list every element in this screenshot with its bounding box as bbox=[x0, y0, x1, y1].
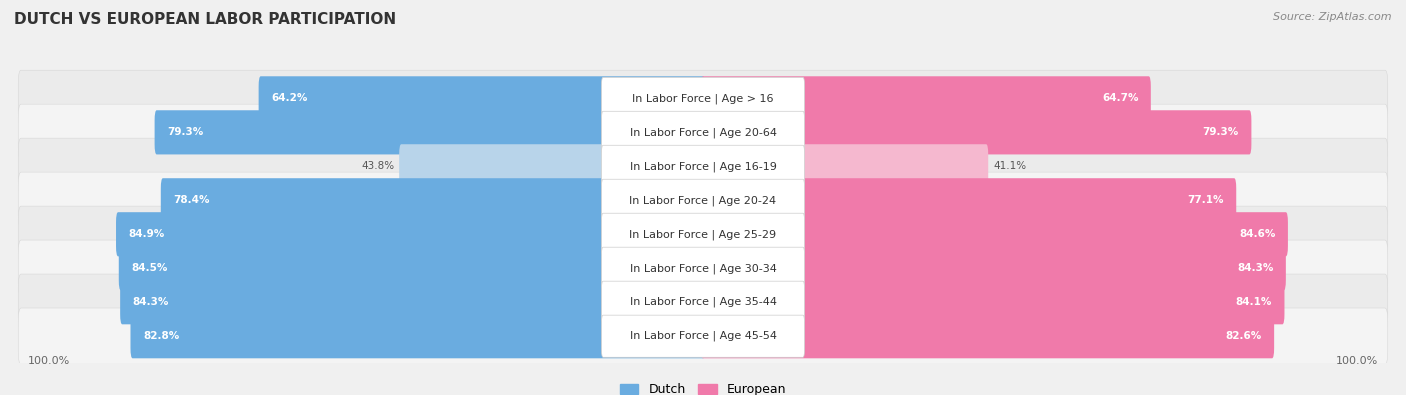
Text: 84.3%: 84.3% bbox=[1237, 263, 1274, 273]
Text: 84.1%: 84.1% bbox=[1236, 297, 1272, 307]
Text: 84.3%: 84.3% bbox=[132, 297, 169, 307]
FancyBboxPatch shape bbox=[702, 314, 1274, 358]
Legend: Dutch, European: Dutch, European bbox=[614, 378, 792, 395]
FancyBboxPatch shape bbox=[259, 76, 704, 120]
FancyBboxPatch shape bbox=[702, 246, 1286, 290]
Text: In Labor Force | Age 16-19: In Labor Force | Age 16-19 bbox=[630, 161, 776, 171]
Text: 79.3%: 79.3% bbox=[1202, 127, 1239, 137]
FancyBboxPatch shape bbox=[18, 172, 1388, 228]
Text: In Labor Force | Age 25-29: In Labor Force | Age 25-29 bbox=[630, 229, 776, 239]
Text: 84.9%: 84.9% bbox=[128, 229, 165, 239]
Text: In Labor Force | Age 45-54: In Labor Force | Age 45-54 bbox=[630, 331, 776, 341]
FancyBboxPatch shape bbox=[18, 138, 1388, 194]
Text: 41.1%: 41.1% bbox=[993, 161, 1026, 171]
FancyBboxPatch shape bbox=[702, 76, 1152, 120]
FancyBboxPatch shape bbox=[18, 70, 1388, 126]
Text: 84.6%: 84.6% bbox=[1239, 229, 1275, 239]
Text: In Labor Force | Age 20-24: In Labor Force | Age 20-24 bbox=[630, 195, 776, 205]
FancyBboxPatch shape bbox=[18, 104, 1388, 160]
FancyBboxPatch shape bbox=[18, 206, 1388, 263]
Text: 82.8%: 82.8% bbox=[143, 331, 179, 341]
FancyBboxPatch shape bbox=[602, 145, 804, 187]
Text: In Labor Force | Age 35-44: In Labor Force | Age 35-44 bbox=[630, 297, 776, 307]
Text: Source: ZipAtlas.com: Source: ZipAtlas.com bbox=[1274, 12, 1392, 22]
Text: In Labor Force | Age 20-64: In Labor Force | Age 20-64 bbox=[630, 127, 776, 137]
FancyBboxPatch shape bbox=[120, 280, 704, 324]
FancyBboxPatch shape bbox=[602, 213, 804, 255]
FancyBboxPatch shape bbox=[18, 308, 1388, 365]
FancyBboxPatch shape bbox=[602, 111, 804, 153]
FancyBboxPatch shape bbox=[131, 314, 704, 358]
FancyBboxPatch shape bbox=[18, 240, 1388, 297]
FancyBboxPatch shape bbox=[602, 247, 804, 289]
Text: 84.5%: 84.5% bbox=[131, 263, 167, 273]
FancyBboxPatch shape bbox=[18, 274, 1388, 331]
Text: 82.6%: 82.6% bbox=[1226, 331, 1261, 341]
Text: 64.2%: 64.2% bbox=[271, 93, 308, 103]
FancyBboxPatch shape bbox=[602, 281, 804, 323]
FancyBboxPatch shape bbox=[702, 110, 1251, 154]
Text: 77.1%: 77.1% bbox=[1187, 195, 1223, 205]
Text: 43.8%: 43.8% bbox=[361, 161, 394, 171]
FancyBboxPatch shape bbox=[702, 178, 1236, 222]
FancyBboxPatch shape bbox=[702, 280, 1285, 324]
Text: In Labor Force | Age 30-34: In Labor Force | Age 30-34 bbox=[630, 263, 776, 273]
Text: In Labor Force | Age > 16: In Labor Force | Age > 16 bbox=[633, 93, 773, 103]
Text: 100.0%: 100.0% bbox=[28, 356, 70, 366]
FancyBboxPatch shape bbox=[602, 77, 804, 119]
Text: 78.4%: 78.4% bbox=[173, 195, 209, 205]
FancyBboxPatch shape bbox=[702, 144, 988, 188]
FancyBboxPatch shape bbox=[602, 179, 804, 221]
Text: 64.7%: 64.7% bbox=[1102, 93, 1139, 103]
Text: 100.0%: 100.0% bbox=[1336, 356, 1378, 366]
FancyBboxPatch shape bbox=[155, 110, 704, 154]
FancyBboxPatch shape bbox=[117, 212, 704, 256]
FancyBboxPatch shape bbox=[602, 315, 804, 357]
FancyBboxPatch shape bbox=[118, 246, 704, 290]
Text: DUTCH VS EUROPEAN LABOR PARTICIPATION: DUTCH VS EUROPEAN LABOR PARTICIPATION bbox=[14, 12, 396, 27]
FancyBboxPatch shape bbox=[399, 144, 704, 188]
FancyBboxPatch shape bbox=[160, 178, 704, 222]
Text: 79.3%: 79.3% bbox=[167, 127, 204, 137]
FancyBboxPatch shape bbox=[702, 212, 1288, 256]
